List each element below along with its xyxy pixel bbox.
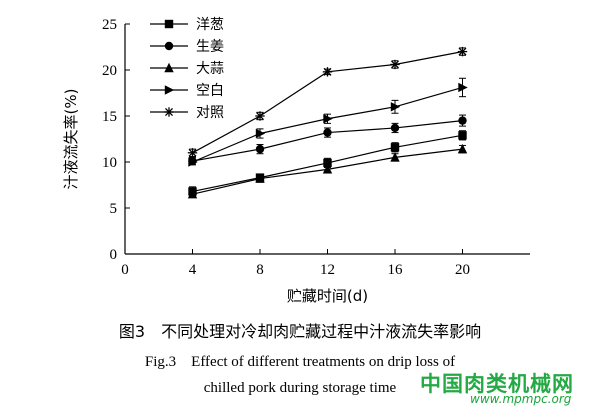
- watermark-url: www.mpmpc.org: [470, 392, 572, 406]
- legend-marker: [164, 107, 174, 117]
- data-point: [323, 128, 332, 137]
- legend-label: 空白: [196, 83, 224, 99]
- y-tick-label: 0: [110, 247, 118, 263]
- data-point: [458, 82, 468, 93]
- data-point: [255, 173, 265, 183]
- data-point: [255, 144, 265, 154]
- x-tick-label: 16: [388, 262, 404, 278]
- figure-caption-english-line2: chilled pork during storage time: [203, 380, 397, 396]
- data-point: [390, 152, 400, 162]
- x-tick-label: 0: [121, 262, 129, 278]
- data-point: [458, 116, 467, 125]
- data-point: [323, 158, 332, 168]
- data-point: [322, 164, 333, 174]
- x-axis-label: 贮藏时间(d): [287, 287, 368, 305]
- series-triangle: [187, 143, 468, 199]
- y-tick-label: 15: [102, 109, 117, 125]
- figure-caption-english-line1: Fig.3 Effect of different treatments on …: [144, 354, 456, 370]
- legend-label: 生姜: [196, 39, 224, 55]
- legend-entry: 对照: [150, 105, 224, 121]
- legend-entry: 空白: [150, 83, 224, 99]
- y-tick-label: 5: [110, 201, 118, 217]
- y-tick-label: 20: [102, 63, 117, 79]
- legend-marker: [164, 19, 174, 29]
- data-point: [390, 59, 400, 70]
- y-tick-label: 25: [102, 17, 117, 33]
- series-star: [187, 46, 468, 158]
- data-point: [457, 46, 468, 57]
- data-point: [390, 143, 400, 152]
- data-point: [187, 189, 198, 199]
- x-tick-label: 12: [320, 262, 335, 278]
- legend-marker: [164, 85, 175, 95]
- legend-entry: 生姜: [150, 39, 224, 55]
- data-point: [390, 102, 401, 112]
- data-point: [390, 123, 400, 133]
- x-tick-label: 4: [189, 262, 197, 278]
- y-axis-label: 汁液流失率(%): [62, 89, 80, 190]
- legend-marker: [164, 41, 174, 51]
- series-square: [188, 130, 467, 197]
- x-tick-label: 20: [455, 262, 470, 278]
- data-point: [322, 67, 333, 77]
- legend-label: 对照: [196, 105, 224, 121]
- series-circle: [188, 114, 467, 166]
- legend-marker: [164, 62, 174, 73]
- figure-caption-chinese: 图3 不同处理对冷却肉贮藏过程中汁液流失率影响: [118, 322, 482, 341]
- series-arrow: [188, 77, 468, 167]
- legend-entry: 大蒜: [150, 61, 224, 77]
- chart-axes: 0 4 8 12 16 20 0 5 10 15 20 25 贮藏时间(d) 汁液流失率(%): [62, 17, 530, 305]
- data-point: [457, 143, 468, 154]
- legend-entry: 洋葱: [150, 17, 224, 33]
- data-point: [255, 111, 265, 121]
- data-point: [323, 114, 333, 124]
- watermark-text: 中国肉类机械网: [420, 372, 574, 396]
- data-point: [255, 128, 266, 139]
- data-point: [188, 157, 198, 167]
- x-tick-label: 8: [256, 262, 264, 278]
- y-tick-label: 10: [102, 155, 117, 171]
- series-line: [192, 120, 463, 162]
- legend-label: 大蒜: [196, 61, 224, 77]
- data-point: [458, 131, 467, 140]
- data-point: [187, 148, 198, 158]
- legend-label: 洋葱: [196, 17, 224, 33]
- chart-series-group: [187, 46, 468, 199]
